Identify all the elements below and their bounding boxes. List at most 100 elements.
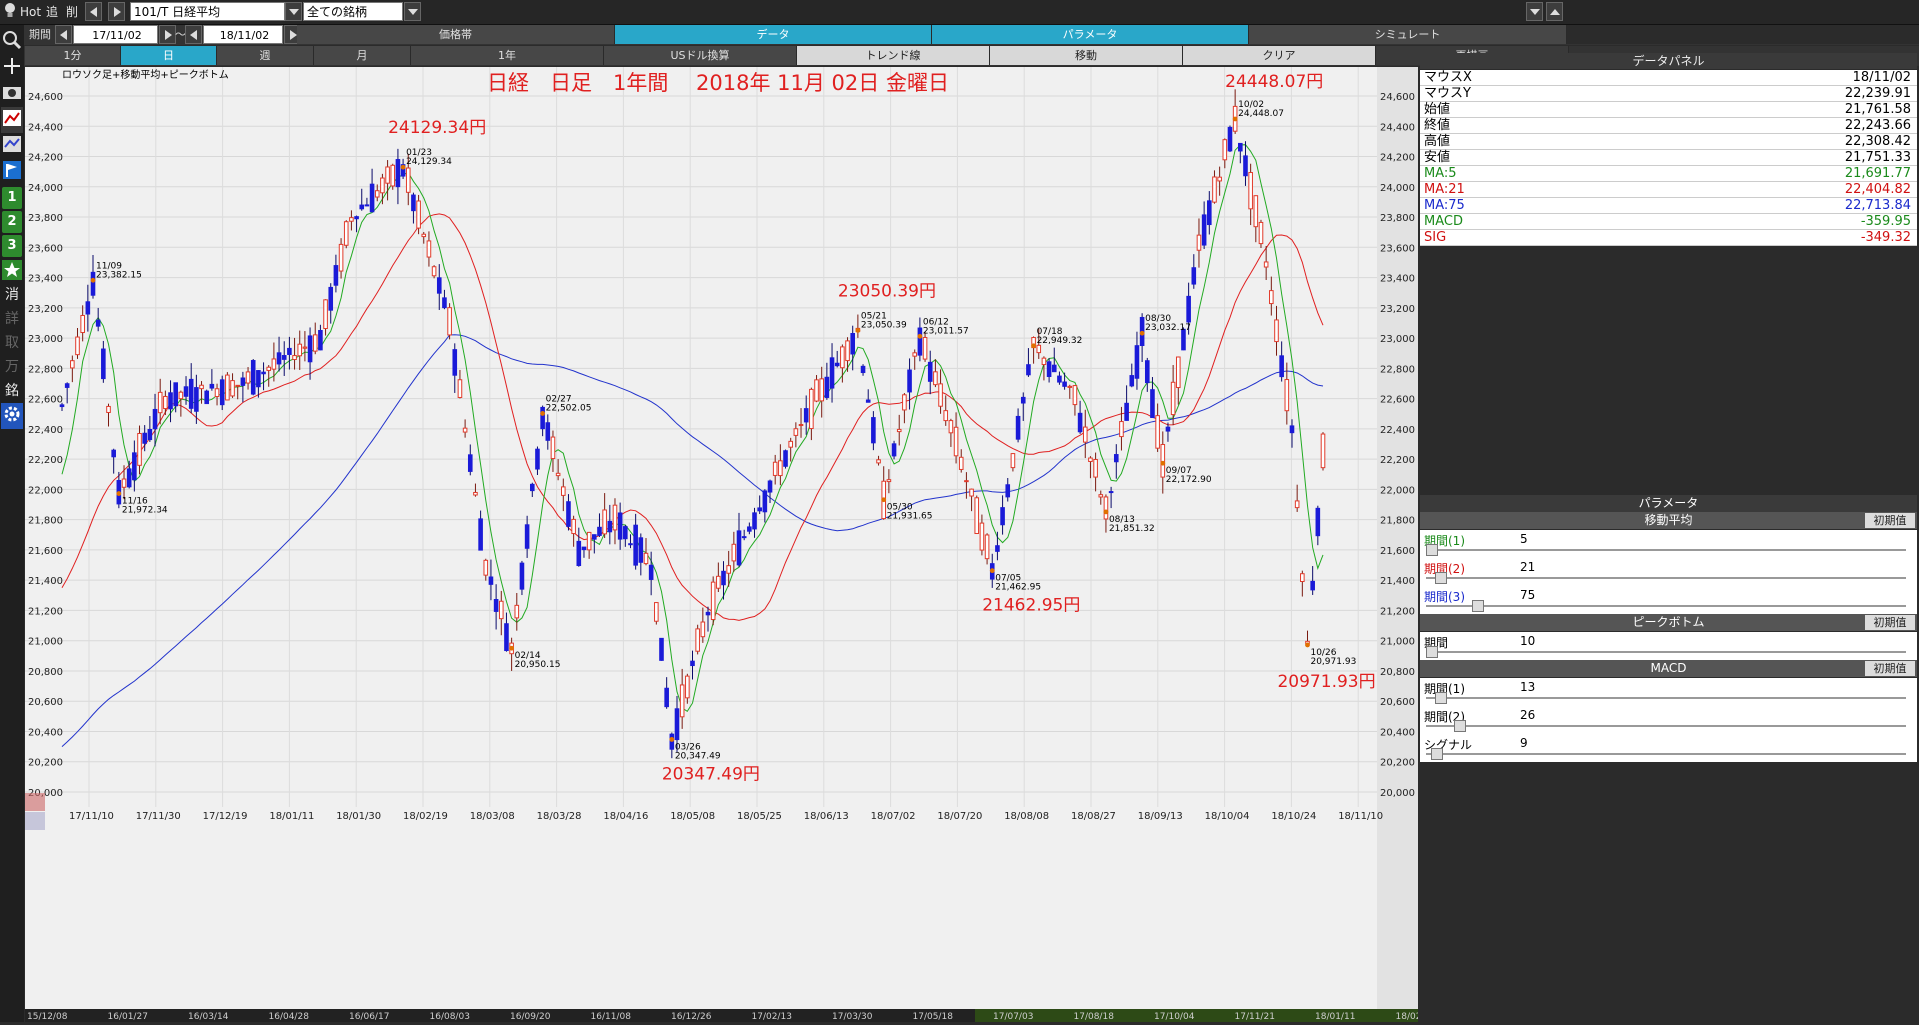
period-from-input[interactable]: 17/11/02 <box>73 25 158 44</box>
delete-button[interactable]: 削 <box>66 5 79 19</box>
universe-dropdown-button[interactable] <box>404 2 421 21</box>
param-slider-knob[interactable] <box>1435 692 1448 704</box>
candle-body <box>788 440 793 448</box>
period-from-next[interactable] <box>159 25 176 44</box>
next-symbol-button[interactable] <box>108 2 125 21</box>
tab-weekly[interactable]: 週 <box>217 46 314 65</box>
hot-button[interactable]: Hot <box>20 5 42 19</box>
tab-move[interactable]: 移動 <box>990 46 1183 65</box>
param-slider-track[interactable] <box>1426 753 1906 755</box>
tab-parameter[interactable]: パラメータ <box>932 25 1249 44</box>
tab-usd-convert[interactable]: USドル換算 <box>604 46 797 65</box>
line-chart-icon[interactable] <box>1 107 23 133</box>
param-slider-knob[interactable] <box>1435 572 1448 584</box>
bulb-icon[interactable] <box>4 2 18 22</box>
tab-1year[interactable]: 1年 <box>411 46 604 65</box>
peak-value-label: 23,382.15 <box>96 270 142 280</box>
param-slider-track[interactable] <box>1426 697 1906 699</box>
chevron-down-icon <box>408 9 418 15</box>
peak-bottom-reset-button[interactable]: 初期值 <box>1865 615 1915 630</box>
prev-symbol-button[interactable] <box>85 2 102 21</box>
candle-body <box>59 404 65 408</box>
candle-body <box>948 420 954 434</box>
candle-body <box>783 450 788 467</box>
tab-price-band[interactable]: 価格帯 <box>297 25 615 44</box>
zoom-out-icon[interactable] <box>25 812 45 830</box>
tab-1min[interactable]: 1分 <box>25 46 121 65</box>
candle-body <box>519 562 525 590</box>
macd-reset-button[interactable]: 初期值 <box>1865 661 1915 676</box>
ten-thousand-button[interactable]: 万 <box>5 359 19 375</box>
tab-data[interactable]: データ <box>615 25 932 44</box>
period-from-prev[interactable] <box>55 25 72 44</box>
symbol-input[interactable]: 101/T 日経平均 <box>130 2 285 21</box>
trade-button[interactable]: 取 <box>5 335 19 351</box>
period-to-prev[interactable] <box>185 25 202 44</box>
param-slider-knob[interactable] <box>1426 646 1438 658</box>
chart-caption-text: ロウソク足+移動平均+ピークボトム <box>62 70 229 81</box>
macd-header: MACD 初期值 <box>1420 660 1917 677</box>
camera-icon[interactable] <box>1 81 23 107</box>
preset-2-button[interactable]: 2 <box>2 211 22 233</box>
peak-value-label: 21,931.65 <box>887 512 933 522</box>
stock-button[interactable]: 銘 <box>5 383 19 399</box>
star-icon[interactable] <box>1 259 23 285</box>
param-value[interactable]: 10 <box>1520 634 1536 648</box>
param-value[interactable]: 5 <box>1520 532 1528 546</box>
param-value[interactable]: 75 <box>1520 588 1536 602</box>
param-slider-knob[interactable] <box>1472 600 1484 612</box>
data-row-8: MA:75 22,713.84 <box>1420 198 1917 214</box>
param-slider-track[interactable] <box>1426 605 1906 607</box>
param-slider-track[interactable] <box>1426 577 1906 579</box>
period-to-input[interactable]: 18/11/02 <box>203 25 283 44</box>
candle-body <box>157 391 163 414</box>
moving-average-reset-button[interactable]: 初期值 <box>1865 513 1915 528</box>
peak-big-label: 20347.49円 <box>662 764 760 784</box>
tab-clear[interactable]: クリア <box>1183 46 1376 65</box>
add-button[interactable]: 追 <box>46 5 59 19</box>
param-value[interactable]: 26 <box>1520 708 1536 722</box>
tab-simulate[interactable]: シミュレート <box>1249 25 1567 44</box>
data-row-value: -359.95 <box>1860 214 1911 229</box>
param-value[interactable]: 9 <box>1520 736 1528 750</box>
universe-select[interactable]: 全ての銘柄 <box>303 2 403 21</box>
param-slider-knob[interactable] <box>1453 720 1466 732</box>
preset-1-button[interactable]: 1 <box>2 187 22 209</box>
window-down-button[interactable] <box>1526 2 1543 21</box>
param-slider-track[interactable] <box>1426 725 1906 727</box>
search-icon[interactable] <box>1 29 23 55</box>
price-chart[interactable]: 11/09 23,382.15 11/16 21,972.34 01/23 24,129.… <box>25 67 1418 1022</box>
flag-icon[interactable] <box>1 159 23 185</box>
param-slider-track[interactable] <box>1426 549 1906 551</box>
candle-body <box>163 395 168 410</box>
param-slider-knob[interactable] <box>1426 544 1438 556</box>
param-value[interactable]: 21 <box>1520 560 1536 574</box>
x-tick-label: 18/11/10 <box>1338 811 1383 822</box>
gear-icon[interactable] <box>1 403 23 429</box>
candle-body <box>871 417 876 444</box>
tab-monthly[interactable]: 月 <box>314 46 411 65</box>
data-row-6: MA:5 21,691.77 <box>1420 166 1917 182</box>
detail-button[interactable]: 詳 <box>5 311 19 327</box>
zoom-in-icon[interactable] <box>25 793 45 811</box>
peak-value-label: 20,971.93 <box>1310 657 1356 667</box>
candle-body <box>860 365 866 374</box>
indicator-chart-icon[interactable] <box>1 133 23 159</box>
erase-button[interactable]: 消 <box>5 287 19 303</box>
param-slider-knob[interactable] <box>1430 748 1443 760</box>
candle-body <box>979 522 985 551</box>
preset-3-button[interactable]: 3 <box>2 235 22 257</box>
peak-date-label: 08/30 <box>1145 314 1171 324</box>
symbol-dropdown-button[interactable] <box>285 2 302 21</box>
data-row-value: 22,308.42 <box>1844 134 1911 149</box>
plus-icon[interactable] <box>1 55 23 81</box>
tab-trendline[interactable]: トレンド線 <box>797 46 990 65</box>
param-slider-track[interactable] <box>1426 651 1906 653</box>
candle-body <box>726 565 731 574</box>
candle-body <box>597 526 602 536</box>
tab-daily[interactable]: 日 <box>121 46 217 65</box>
candle-body <box>1129 375 1135 387</box>
param-value[interactable]: 13 <box>1520 680 1536 694</box>
candle-body <box>380 177 385 194</box>
window-up-button[interactable] <box>1546 2 1563 21</box>
